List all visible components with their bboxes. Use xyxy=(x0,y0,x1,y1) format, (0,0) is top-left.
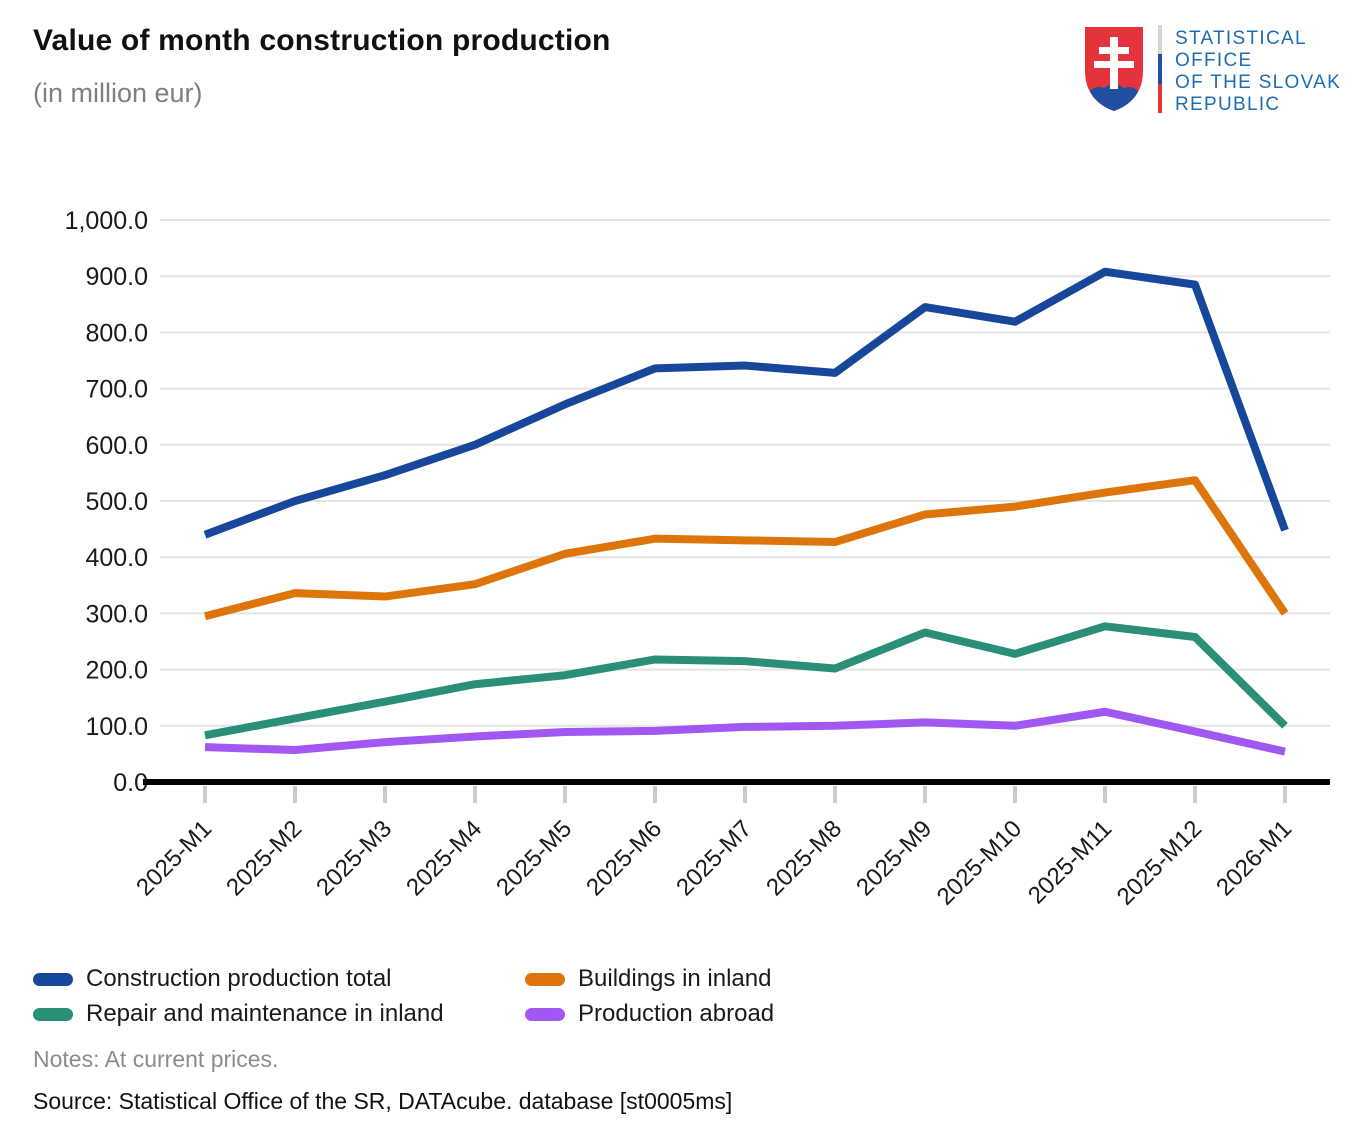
y-tick-label: 900.0 xyxy=(85,263,148,291)
legend-swatch xyxy=(525,972,565,986)
logo-org-name: STATISTICAL OFFICE OF THE SLOVAK REPUBLI… xyxy=(1175,25,1341,116)
legend-item: Production abroad xyxy=(525,997,774,1031)
legend-label: Repair and maintenance in inland xyxy=(86,1000,444,1027)
line-chart: 0.0 100.0 200.0 300.0 400.0 500.0 600.0 700.0 80… xyxy=(65,207,1330,911)
slovak-coat-of-arms-icon xyxy=(1085,27,1143,111)
x-tick-label: 2025-M3 xyxy=(311,815,397,901)
y-tick-label: 1,000.0 xyxy=(65,207,148,235)
x-tick-label: 2025-M2 xyxy=(221,815,307,901)
series-line-production-abroad xyxy=(204,707,1286,756)
y-tick-label: 200.0 xyxy=(85,657,148,685)
chart-legend: Construction production total Buildings i… xyxy=(33,962,774,1031)
x-tick-label: 2025-M9 xyxy=(851,815,937,901)
page-subtitle: (in million eur) xyxy=(33,78,203,108)
legend-item: Construction production total xyxy=(33,962,525,996)
x-tick-label: 2025-M6 xyxy=(581,815,667,901)
y-tick-label: 300.0 xyxy=(85,600,148,628)
y-tick-label: 0.0 xyxy=(113,769,148,797)
x-tick-label: 2025-M1 xyxy=(131,815,217,901)
y-tick-label: 700.0 xyxy=(85,376,148,404)
legend-label: Construction production total xyxy=(86,965,392,992)
series-line-buildings-in-inland xyxy=(204,476,1289,621)
legend-swatch xyxy=(525,1007,565,1021)
notes-text: Notes: At current prices. xyxy=(33,1046,279,1072)
x-tick-label: 2025-M10 xyxy=(932,815,1028,911)
logo-org-line: OFFICE xyxy=(1175,50,1253,71)
x-tick-label: 2025-M11 xyxy=(1023,815,1117,909)
legend-item: Repair and maintenance in inland xyxy=(33,997,525,1031)
x-tick-label: 2025-M8 xyxy=(761,815,847,901)
y-tick-label: 800.0 xyxy=(85,319,148,347)
chart-svg: 0.0 100.0 200.0 300.0 400.0 500.0 600.0 700.0 80… xyxy=(65,207,1330,911)
x-tick-label: 2025-M7 xyxy=(671,815,757,901)
legend-swatch xyxy=(33,972,73,986)
x-tick-label: 2025-M4 xyxy=(401,815,487,901)
y-tick-label: 500.0 xyxy=(85,488,148,516)
logo-divider-bar xyxy=(1158,25,1162,113)
legend-label: Buildings in inland xyxy=(578,965,772,992)
legend-label: Production abroad xyxy=(578,1000,775,1027)
y-tick-label: 400.0 xyxy=(85,544,148,572)
x-tick-label: 2025-M12 xyxy=(1112,815,1208,911)
logo-org-line: OF THE SLOVAK xyxy=(1175,72,1342,93)
source-text: Source: Statistical Office of the SR, DA… xyxy=(33,1088,733,1114)
x-tick-label: 2026-M1 xyxy=(1211,815,1297,901)
y-tick-label: 100.0 xyxy=(85,713,148,741)
y-tick-label: 600.0 xyxy=(85,432,148,460)
logo-org-line: REPUBLIC xyxy=(1175,94,1281,115)
series-line-repair-and-maintenance-in-inland xyxy=(204,622,1288,740)
legend-item: Buildings in inland xyxy=(525,962,774,996)
x-tick-label: 2025-M5 xyxy=(491,815,577,901)
series-line-construction-production-total xyxy=(203,267,1289,539)
statistical-office-logo: STATISTICAL OFFICE OF THE SLOVAK REPUBLI… xyxy=(1083,25,1341,116)
legend-swatch xyxy=(33,1007,73,1021)
logo-org-line: STATISTICAL xyxy=(1175,28,1307,49)
page-title: Value of month construction production xyxy=(33,24,611,57)
